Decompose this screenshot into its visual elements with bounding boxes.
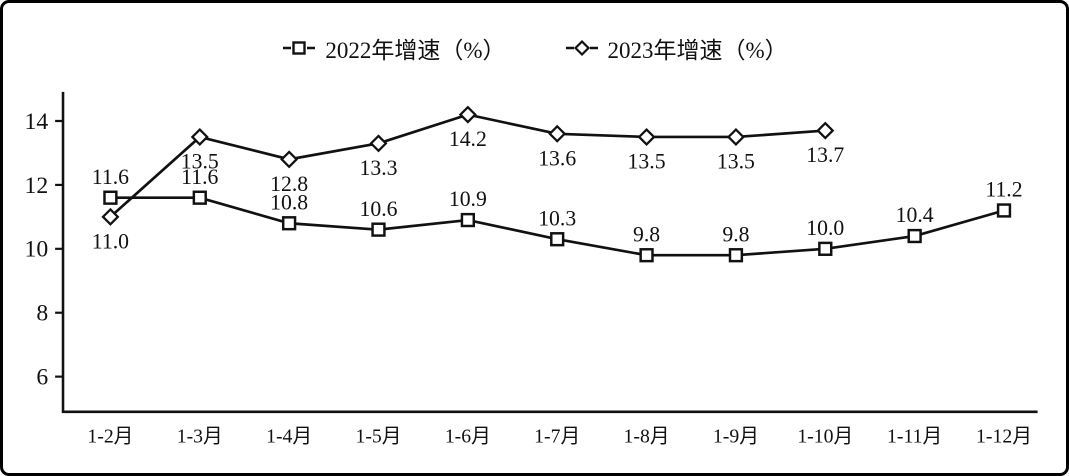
y-tick-label: 10 (25, 237, 49, 263)
data-point-square (818, 241, 833, 256)
chart-canvas: 6 8 10 12 14 1-2月 1-3月 1-4月 1-5月 1-6月 1-7月 1-8月 1-9月… (25, 91, 1038, 447)
x-tick-label: 1-10月 (797, 425, 853, 447)
data-label: 10.0 (806, 216, 844, 240)
data-point-diamond (101, 207, 120, 226)
x-tick-label: 1-3月 (177, 425, 223, 447)
data-label: 12.8 (270, 172, 308, 196)
data-point-square (192, 190, 207, 205)
x-tick-label: 1-6月 (445, 425, 491, 447)
data-label: 10.3 (538, 206, 576, 230)
data-label: 11.2 (985, 178, 1022, 202)
data-point-square (281, 216, 297, 231)
y-tick-label: 6 (36, 365, 48, 391)
data-label: 13.7 (806, 143, 844, 167)
data-label: 13.3 (359, 156, 397, 180)
data-label: 13.6 (538, 146, 576, 170)
data-label: 9.8 (633, 222, 660, 246)
data-point-square (639, 248, 654, 263)
data-label: 13.5 (628, 150, 666, 174)
data-label: 9.8 (722, 222, 749, 246)
data-label: 11.6 (181, 165, 218, 189)
data-point-square (550, 232, 565, 247)
data-point-diamond (458, 105, 477, 124)
data-point-diamond (816, 121, 835, 140)
data-point-diamond (190, 127, 209, 146)
y-tick-label: 12 (25, 173, 49, 199)
data-label: 13.5 (181, 150, 219, 174)
data-label: 10.4 (896, 203, 934, 227)
x-tick-label: 1-5月 (355, 425, 401, 447)
data-label: 14.2 (449, 127, 487, 151)
data-point-diamond (369, 134, 388, 153)
y-tick-label: 14 (25, 109, 49, 135)
data-point-diamond (280, 150, 299, 169)
data-point-square (371, 222, 386, 237)
x-tick-label: 1-2月 (87, 425, 133, 447)
data-point-square (460, 212, 476, 228)
data-label: 10.6 (359, 197, 397, 221)
data-label: 13.5 (717, 150, 755, 174)
data-point-square (103, 190, 118, 205)
x-tick-label: 1-12月 (976, 425, 1032, 447)
x-tick-label: 1-8月 (624, 425, 670, 447)
y-tick-label: 8 (36, 301, 48, 327)
x-tick-label: 1-4月 (266, 425, 312, 447)
data-label: 10.8 (270, 190, 308, 214)
data-point-square (996, 203, 1012, 218)
x-tick-label: 1-7月 (534, 425, 580, 447)
data-point-diamond (726, 127, 745, 146)
data-point-square (907, 228, 922, 244)
data-point-diamond (548, 124, 567, 143)
x-tick-label: 1-11月 (887, 425, 942, 447)
data-point-diamond (637, 127, 656, 146)
data-label: 10.9 (449, 187, 487, 211)
x-tick-label: 1-9月 (713, 425, 759, 447)
data-label: 11.0 (92, 229, 129, 253)
data-point-square (728, 248, 744, 263)
data-label: 11.6 (92, 165, 129, 189)
